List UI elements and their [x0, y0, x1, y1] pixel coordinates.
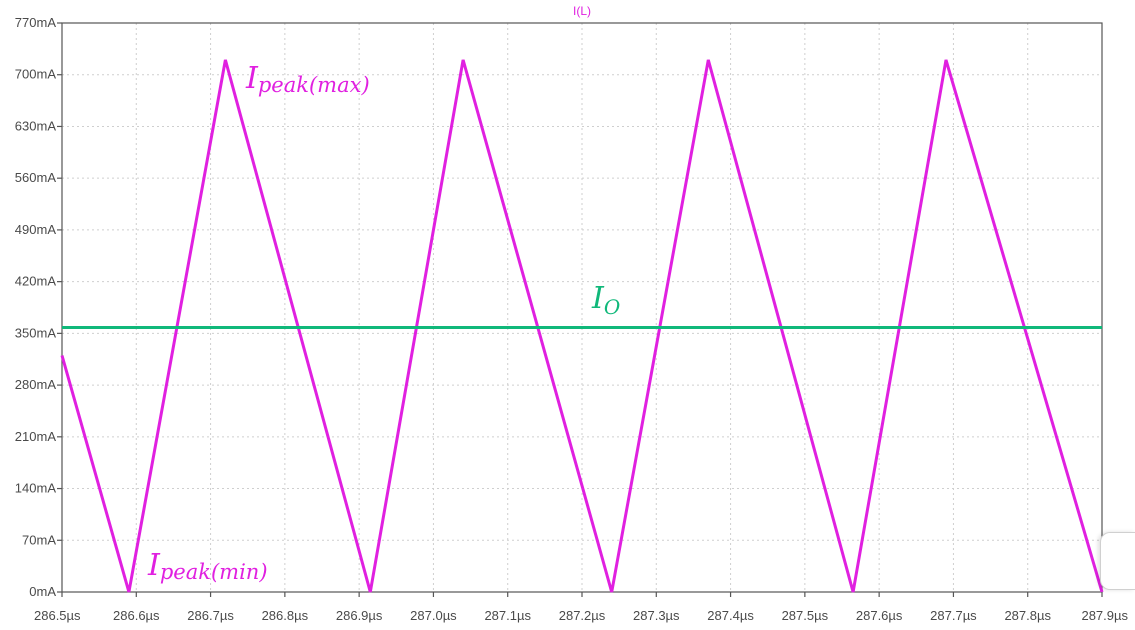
annotation-io: IO — [591, 281, 620, 319]
x-tick-label: 286.5µs — [34, 608, 81, 623]
y-axis: 0mA 70mA 140mA 210mA 280mA 350mA 420mA 490mA 560… — [15, 15, 62, 599]
y-tick-label: 630mA — [15, 118, 57, 133]
y-tick-label: 280mA — [15, 377, 57, 392]
series-group — [60, 59, 1104, 593]
series-line-il — [60, 59, 1104, 593]
x-tick-label: 287.2µs — [559, 608, 606, 623]
y-tick-label: 770mA — [15, 15, 57, 30]
x-axis: 286.5µs 286.6µs 286.7µs 286.8µs 286.9µs 287.0… — [34, 592, 1128, 623]
annotation-ipeak-min: Ipeak(min) — [147, 548, 268, 584]
x-tick-label: 286.6µs — [113, 608, 160, 623]
x-tick-label: 287.9µs — [1081, 608, 1128, 623]
x-tick-label: 287.6µs — [856, 608, 903, 623]
grid-lines — [62, 23, 1102, 592]
x-tick-label: 286.8µs — [262, 608, 309, 623]
y-tick-label: 350mA — [15, 325, 57, 340]
y-tick-label: 700mA — [15, 67, 57, 82]
y-tick-label: 210mA — [15, 429, 57, 444]
y-tick-label: 490mA — [15, 222, 57, 237]
x-tick-label: 286.9µs — [336, 608, 383, 623]
x-tick-label: 287.4µs — [707, 608, 754, 623]
y-tick-label: 140mA — [15, 481, 57, 496]
y-tick-label: 0mA — [29, 584, 56, 599]
chart-title: I(L) — [573, 4, 591, 18]
x-tick-label: 286.7µs — [187, 608, 234, 623]
y-tick-label: 420mA — [15, 274, 57, 289]
x-tick-label: 287.3µs — [633, 608, 680, 623]
x-tick-label: 287.8µs — [1004, 608, 1051, 623]
x-tick-label: 287.1µs — [484, 608, 531, 623]
y-tick-label: 560mA — [15, 170, 57, 185]
y-tick-label: 70mA — [22, 532, 56, 547]
x-tick-label: 287.5µs — [782, 608, 829, 623]
window-resize-handle[interactable] — [1100, 532, 1135, 590]
x-tick-label: 287.7µs — [930, 608, 977, 623]
x-tick-label: 287.0µs — [410, 608, 457, 623]
annotation-ipeak-max: Ipeak(max) — [245, 61, 370, 97]
